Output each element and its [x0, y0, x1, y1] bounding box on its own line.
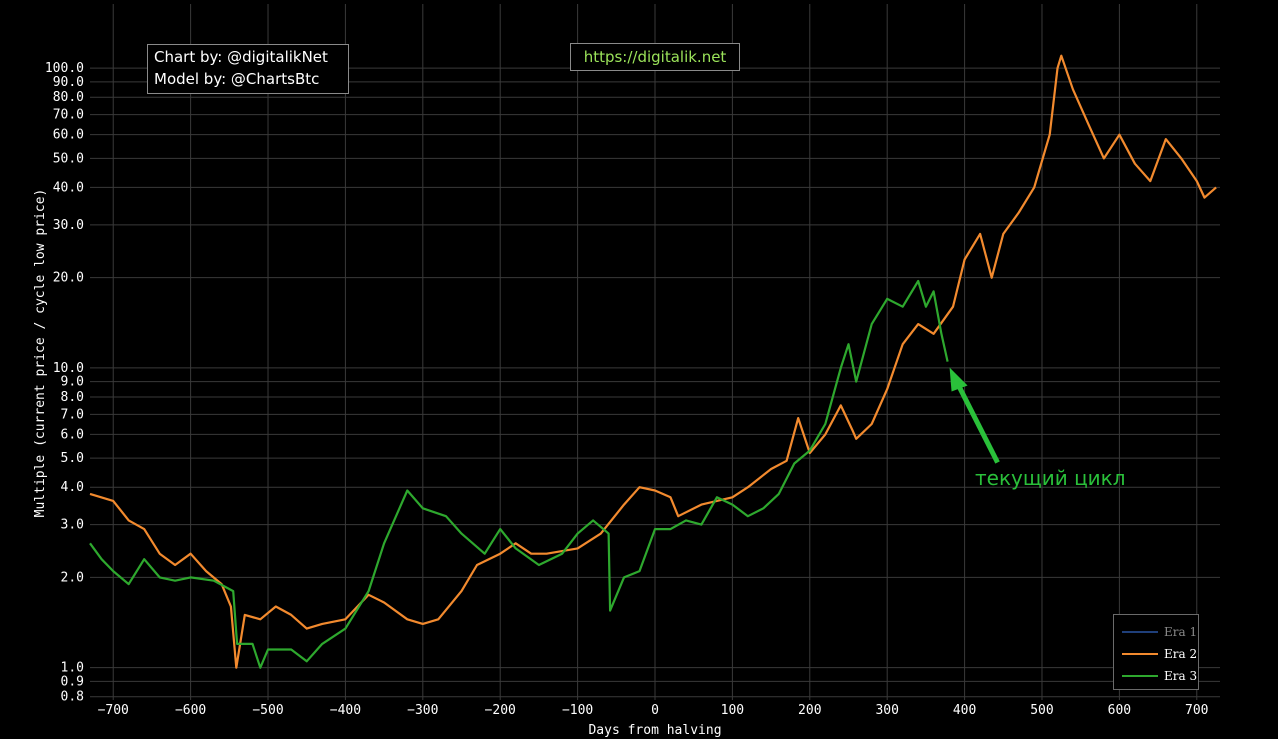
y-tick-label: 70.0 [53, 108, 84, 123]
x-tick-label: −600 [175, 703, 206, 718]
y-tick-label: 90.0 [53, 75, 84, 90]
x-tick-label: 700 [1185, 703, 1208, 718]
series-line-era-2 [89, 54, 1217, 669]
y-tick-label: 40.0 [53, 180, 84, 195]
legend-item-era-3[interactable]: Era 3 [1114, 665, 1198, 687]
legend-item-era-1[interactable]: Era 1 [1114, 621, 1198, 643]
y-tick-label: 3.0 [61, 518, 84, 533]
y-tick-label: 0.8 [61, 690, 84, 705]
legend-label-era-3: Era 3 [1164, 669, 1198, 683]
y-tick-label: 100.0 [45, 61, 84, 76]
legend-swatch-era-1 [1122, 631, 1158, 633]
y-tick-label: 8.0 [61, 390, 84, 405]
y-tick-label: 60.0 [53, 128, 84, 143]
x-tick-label: −500 [252, 703, 283, 718]
x-tick-label: −200 [485, 703, 516, 718]
y-tick-label: 50.0 [53, 151, 84, 166]
y-tick-label: 80.0 [53, 90, 84, 105]
x-tick-label: 600 [1108, 703, 1131, 718]
y-tick-label: 1.0 [61, 661, 84, 676]
legend-label-era-2: Era 2 [1164, 647, 1198, 661]
annotation-arrowhead [949, 367, 968, 392]
y-tick-label: 4.0 [61, 480, 84, 495]
y-tick-labels: 0.80.91.0 2.0 3.0 4.0 5.0 6.0 7.0 8.09.010.0 20.… [45, 61, 84, 705]
grid-lines [90, 4, 1220, 700]
x-tick-label: −100 [562, 703, 593, 718]
y-tick-label: 9.0 [61, 375, 84, 390]
series-line-era-3 [89, 279, 949, 669]
x-tick-labels: −700 −600 −500 −400 −300 −200 −100 0 100 200 300 40… [98, 703, 1209, 718]
x-tick-label: 100 [721, 703, 744, 718]
x-tick-label: −700 [98, 703, 129, 718]
x-axis-label: Days from halving [588, 723, 721, 738]
x-tick-label: −300 [407, 703, 438, 718]
y-tick-label: 7.0 [61, 407, 84, 422]
model-credit: Model by: @ChartsBtc [154, 70, 320, 88]
y-tick-label: 0.9 [61, 674, 84, 689]
y-tick-label: 30.0 [53, 218, 84, 233]
x-tick-label: −400 [330, 703, 361, 718]
y-axis-label: Multiple (current price / cycle low pric… [33, 189, 48, 518]
x-tick-label: 300 [875, 703, 898, 718]
x-tick-label: 200 [798, 703, 821, 718]
site-url[interactable]: https://digitalik.net [570, 43, 740, 71]
y-tick-label: 20.0 [53, 271, 84, 286]
annotation-label: текущий цикл [975, 466, 1126, 490]
y-tick-label: 6.0 [61, 427, 84, 442]
y-tick-label: 10.0 [53, 361, 84, 376]
legend-label-era-1: Era 1 [1164, 625, 1198, 639]
chart-credit: Chart by: @digitalikNet [154, 48, 328, 66]
series-lines [89, 54, 1217, 669]
legend-swatch-era-3 [1122, 675, 1158, 677]
x-tick-label: 0 [651, 703, 659, 718]
annotation-arrow [955, 382, 1000, 464]
legend-swatch-era-2 [1122, 653, 1158, 655]
y-tick-label: 2.0 [61, 570, 84, 585]
x-tick-label: 500 [1030, 703, 1053, 718]
x-tick-label: 400 [953, 703, 976, 718]
y-tick-label: 5.0 [61, 451, 84, 466]
credit-box: Chart by: @digitalikNet Model by: @Chart… [147, 44, 349, 94]
legend-item-era-2[interactable]: Era 2 [1114, 643, 1198, 665]
legend: Era 1 Era 2 Era 3 [1113, 614, 1199, 690]
